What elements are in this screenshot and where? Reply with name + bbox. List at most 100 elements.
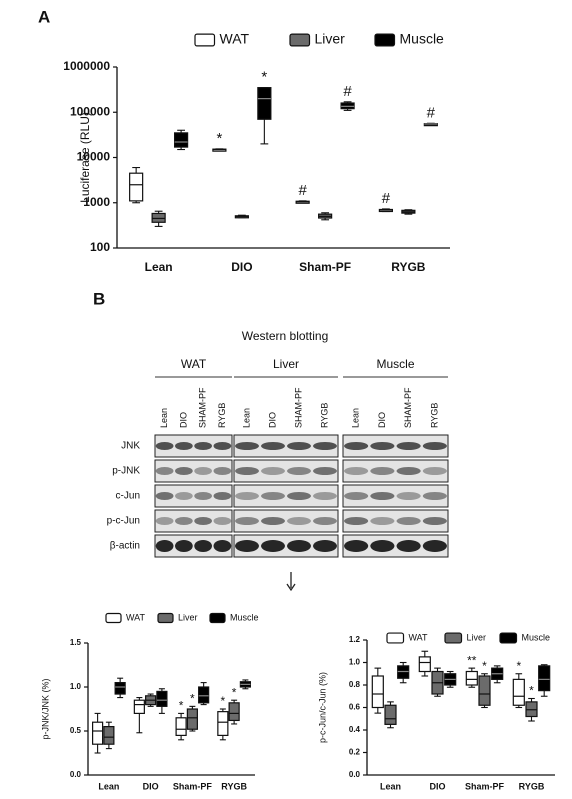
y-tick-label: 0.8 <box>349 680 361 689</box>
blot-band <box>422 492 447 500</box>
box <box>198 686 210 704</box>
annotation: * <box>516 659 521 673</box>
x-tick-label: Sham-PF <box>465 781 505 791</box>
x-tick-label: Lean <box>145 260 173 274</box>
box <box>156 690 168 707</box>
y-tick-label: 1000 <box>83 195 110 209</box>
annotation: * <box>190 692 195 706</box>
blot-band <box>261 492 285 500</box>
blot-band <box>175 517 193 525</box>
blot-band <box>422 442 447 450</box>
blot-band <box>194 517 212 525</box>
blot-strip <box>233 484 339 508</box>
x-tick-label: DIO <box>143 781 159 791</box>
annotation: * <box>232 685 237 699</box>
annotation: * <box>529 684 534 698</box>
legend-swatch <box>444 632 463 644</box>
blot-band <box>287 467 311 475</box>
blot-band <box>175 442 193 450</box>
lane-label: SHAM-PF <box>403 387 413 428</box>
blot-title: Western blotting <box>242 329 329 343</box>
y-tick-label: 10000 <box>77 150 111 164</box>
y-axis-title: p-JNK/JNK (%) <box>40 678 50 739</box>
blot-band <box>287 492 311 500</box>
blot-strip <box>233 434 339 458</box>
lane-label: SHAM-PF <box>198 387 208 428</box>
blot-band <box>344 467 369 475</box>
box <box>257 87 272 120</box>
blot-strip <box>154 534 233 558</box>
blot-band <box>396 442 421 450</box>
blot-group-label: Liver <box>273 357 299 371</box>
annotation: * <box>261 69 267 86</box>
blot-row-label: p-JNK <box>112 466 140 477</box>
legend-swatch <box>209 612 226 624</box>
blot-band <box>213 540 232 552</box>
blot-strip <box>342 509 449 533</box>
legend-label: WAT <box>126 612 145 622</box>
box <box>465 670 478 686</box>
blot-band <box>422 540 447 552</box>
blot-band <box>287 517 311 525</box>
y-tick-label: 1.2 <box>349 635 361 644</box>
box <box>129 172 144 202</box>
blot-band <box>194 540 212 552</box>
box <box>478 675 491 706</box>
lane-label: SHAM-PF <box>293 387 303 428</box>
blot-band <box>194 467 212 475</box>
arrow <box>286 572 296 592</box>
blot-band <box>235 492 259 500</box>
blot-band <box>155 467 174 475</box>
x-tick-label: RYGB <box>391 260 426 274</box>
y-tick-label: 0.4 <box>349 725 361 734</box>
y-tick-label: 0.6 <box>349 703 361 712</box>
x-tick-label: DIO <box>231 260 252 274</box>
blot-strip <box>154 484 233 508</box>
blot-strip <box>342 434 449 458</box>
box <box>103 725 115 745</box>
legend-label: Liver <box>467 632 487 642</box>
x-tick-label: DIO <box>429 781 445 791</box>
lane-label: DIO <box>178 412 188 428</box>
blot-band <box>396 467 421 475</box>
legend-swatch <box>289 33 311 47</box>
box <box>217 711 229 737</box>
box <box>133 699 145 715</box>
legend-label: Muscle <box>230 612 259 622</box>
y-tick-label: 1.5 <box>70 638 82 647</box>
x-tick-label: Sham-PF <box>173 781 213 791</box>
blot-band <box>313 492 337 500</box>
y-tick-label: 0.5 <box>70 726 82 735</box>
blot-group-label: WAT <box>181 357 207 371</box>
blot-band <box>344 492 369 500</box>
blot-band <box>235 467 259 475</box>
blot-band <box>287 442 311 450</box>
legend-label: WAT <box>220 31 250 47</box>
legend-label: Liver <box>315 31 346 47</box>
box <box>371 675 384 709</box>
blot-band <box>155 517 174 525</box>
blot-strip <box>154 434 233 458</box>
legend-label: Muscle <box>522 632 551 642</box>
blot-band <box>155 540 174 552</box>
blot-band <box>213 492 232 500</box>
y-tick-label: 0.0 <box>70 770 82 779</box>
blot-strip <box>154 459 233 483</box>
blot-strip <box>233 534 339 558</box>
blot-band <box>213 467 232 475</box>
box <box>92 721 104 745</box>
lane-label: DIO <box>377 412 387 428</box>
legend-label: WAT <box>409 632 428 642</box>
lane-label: Lean <box>241 408 251 428</box>
lane-label: DIO <box>267 412 277 428</box>
box <box>186 708 198 730</box>
blot-strip <box>154 509 233 533</box>
blot-band <box>261 517 285 525</box>
blot-band <box>396 540 421 552</box>
box <box>175 717 187 736</box>
blot-group-label: Muscle <box>376 357 414 371</box>
y-axis-title: Luciferase (RLU) <box>78 112 92 203</box>
blot-band <box>235 442 259 450</box>
legend-swatch <box>157 612 174 624</box>
